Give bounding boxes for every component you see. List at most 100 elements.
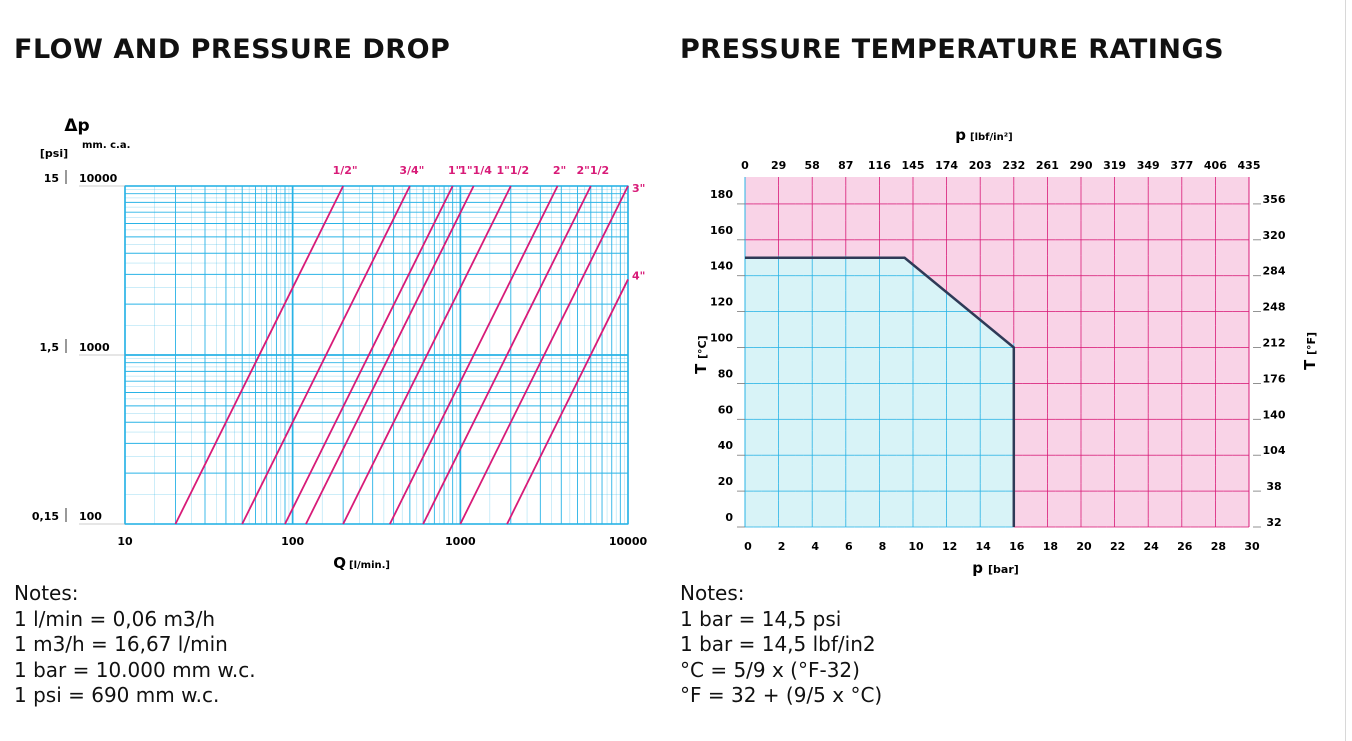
flow-curve-label: 3" <box>632 182 645 195</box>
flow-curve <box>422 185 592 525</box>
pt-y-tick-label: 60 <box>718 403 734 416</box>
page-edge-divider <box>1345 0 1346 741</box>
flow-yunit-psi: [psi] <box>40 147 68 160</box>
pt-y2-tick-label: 356 <box>1263 193 1286 206</box>
flow-note-line: 1 psi = 690 mm w.c. <box>14 683 220 707</box>
flow-y-tick-mm: 100 <box>79 510 102 523</box>
flow-curve-label: 4" <box>632 269 645 282</box>
flow-pressure-drop-chart: 1/2" 3/4" 1"1"1/4 1"1/2 2" 2"1/2 3" 4" 10 100 100… <box>32 116 648 572</box>
flow-curve <box>284 185 454 525</box>
flow-note-line: 1 m3/h = 16,67 l/min <box>14 632 228 656</box>
flow-curve <box>459 185 629 525</box>
flow-note-line: 1 l/min = 0,06 m3/h <box>14 606 216 631</box>
pt-x-tick-label: 8 <box>879 540 887 553</box>
pt-x-top-tick-label: 29 <box>771 159 786 172</box>
pt-x-tick-label: 6 <box>845 540 853 553</box>
pt-grid <box>744 177 1250 528</box>
pt-x-tick-label: 28 <box>1211 540 1226 553</box>
flow-curve <box>241 185 411 525</box>
flow-curve-label: 1"1/4 <box>459 164 492 177</box>
pt-x-top-tick-label: 203 <box>969 159 992 172</box>
pt-x-tick-label: 30 <box>1244 540 1260 553</box>
flow-xunit: [l/min.] <box>349 560 390 571</box>
flow-curve <box>506 279 629 525</box>
pt-x-top-tick-label: 377 <box>1170 159 1193 172</box>
pt-x-top-tick-label: 87 <box>838 159 853 172</box>
pt-y2-tick-label: 212 <box>1263 337 1286 350</box>
flow-y-tick-mm: 1000 <box>79 341 110 354</box>
flow-curve-labels: 1/2" 3/4" 1"1"1/4 1"1/2 2" 2"1/2 3" 4" <box>333 164 646 282</box>
flow-curve <box>389 185 559 525</box>
pt-y-tick-label: 160 <box>710 224 733 237</box>
flow-note-line: 1 bar = 10.000 mm w.c. <box>14 657 256 682</box>
pt-x-tick-label: 12 <box>942 540 957 553</box>
pt-x-top-tick-label: 290 <box>1070 159 1093 172</box>
flow-y-tick-psi: 15 <box>44 172 59 185</box>
pressure-note-line: 1 bar = 14,5 lbf/in2 <box>680 632 876 656</box>
pt-y-right-tick-labels: 32 38 104 140 176 212 248 284 320 356 <box>1253 193 1286 529</box>
flow-y-tick-labels: 15 10000 1,5 1000 0,15 100 <box>32 170 125 525</box>
flow-grid <box>124 185 629 525</box>
pressure-temperature-chart: 0 2 4 6 8 10 12 14 16 18 20 22 24 26 28 30 0 29 58 87 116 14… <box>692 126 1319 577</box>
flow-y-tick-psi: 0,15 <box>32 510 59 523</box>
flow-x-tick-label: 10000 <box>609 535 648 548</box>
pt-y2-tick-label: 248 <box>1263 301 1286 314</box>
pt-x-tick-label: 18 <box>1043 540 1058 553</box>
pt-xlabel: p <box>972 559 983 577</box>
pt-y-tick-label: 20 <box>718 475 734 488</box>
pt-y2-tick-label: 32 <box>1266 516 1281 529</box>
flow-curve-label: 2"1/2 <box>576 164 609 177</box>
flow-x-tick-label: 10 <box>117 535 133 548</box>
pt-x-top-tick-label: 58 <box>805 159 820 172</box>
flow-ylabel: Δp <box>64 116 89 136</box>
pt-x-top-tick-label: 261 <box>1036 159 1059 172</box>
pressure-chart-heading: PRESSURE TEMPERATURE RATINGS <box>680 34 1225 65</box>
pt-y-tick-label: 40 <box>718 439 734 452</box>
pt-x-tick-label: 20 <box>1076 540 1092 553</box>
pt-x-top-tick-label: 319 <box>1103 159 1126 172</box>
pt-y-tick-label: 120 <box>710 296 733 309</box>
flow-chart-heading: FLOW AND PRESSURE DROP <box>14 34 451 65</box>
pt-y-tick-labels: 0 20 40 60 80 100 120 140 160 180 <box>710 188 745 528</box>
pt-rating-line <box>745 256 1016 527</box>
pt-y2-tick-label: 38 <box>1266 480 1281 493</box>
pt-x2unit: [lbf/in²] <box>970 132 1013 143</box>
flow-x-tick-labels: 10 100 1000 10000 <box>117 535 647 548</box>
flow-x-tick-label: 100 <box>281 535 304 548</box>
flow-yunit-mm: mm. c.a. <box>82 140 130 151</box>
flow-notes: Notes: 1 l/min = 0,06 m3/h 1 m3/h = 16,6… <box>14 581 256 709</box>
pt-y2label: T <box>1301 359 1319 370</box>
pt-x-tick-label: 4 <box>811 540 819 553</box>
pt-y2-tick-label: 140 <box>1263 408 1286 421</box>
flow-curve-label: 1" <box>448 164 461 177</box>
pt-x-top-tick-label: 435 <box>1238 159 1261 172</box>
pt-x-top-tick-label: 174 <box>935 159 958 172</box>
pt-y2unit: [°F] <box>1305 332 1318 355</box>
pt-y2-tick-label: 284 <box>1263 265 1286 278</box>
pressure-note-line: 1 bar = 14,5 psi <box>680 606 842 631</box>
pt-x-top-tick-labels: 0 29 58 87 116 145 174 203 232 261 290 319 349 377 406… <box>741 159 1260 172</box>
pt-x-top-tick-label: 406 <box>1204 159 1227 172</box>
flow-curves <box>174 185 629 525</box>
pt-x2label: p <box>955 126 966 144</box>
pt-xunit: [bar] <box>988 563 1019 576</box>
pt-y-tick-label: 140 <box>710 260 733 273</box>
pt-x-tick-label: 22 <box>1110 540 1125 553</box>
flow-curve <box>342 185 512 525</box>
flow-y-tick-psi: 1,5 <box>40 341 60 354</box>
pt-x-top-tick-label: 0 <box>741 159 749 172</box>
pt-y-tick-label: 80 <box>718 367 734 380</box>
pt-x-top-tick-label: 116 <box>868 159 891 172</box>
pt-x-tick-label: 26 <box>1177 540 1193 553</box>
pressure-notes-title: Notes: <box>680 581 745 605</box>
flow-curve <box>174 185 344 525</box>
pt-y2-tick-label: 320 <box>1263 229 1286 242</box>
pt-y-tick-label: 0 <box>725 511 733 524</box>
pressure-note-line: °C = 5/9 x (°F-32) <box>680 657 860 682</box>
flow-curve-label: 1"1/2 <box>496 164 529 177</box>
flow-curve-label: 1/2" <box>333 164 358 177</box>
pt-y-tick-label: 180 <box>710 188 733 201</box>
pt-x-top-tick-label: 145 <box>902 159 925 172</box>
pt-ylabel: T <box>692 363 710 374</box>
